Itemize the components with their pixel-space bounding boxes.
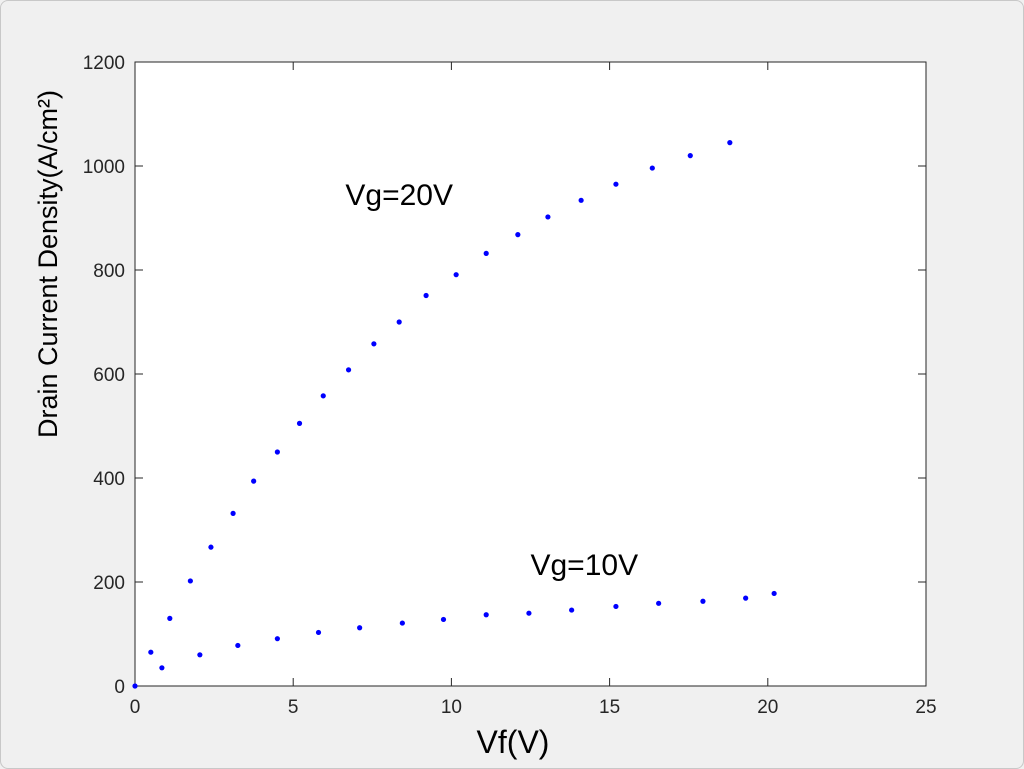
data-point-vg20 [187, 578, 193, 584]
data-point-vg20 [613, 181, 619, 187]
data-point-vg10 [357, 625, 363, 631]
y-tick-label: 400 [93, 469, 125, 490]
data-point-vg20 [345, 367, 352, 373]
annotation-layer: Vg=20V Vg=10V [345, 179, 638, 582]
data-point-vg20 [132, 683, 138, 689]
data-point-vg10 [274, 636, 280, 642]
data-point-vg10 [700, 598, 706, 604]
data-point-vg20 [396, 319, 402, 325]
data-point-vg20 [515, 232, 521, 238]
x-tick-label: 10 [441, 697, 462, 718]
data-point-vg20 [296, 420, 303, 426]
x-tick-label: 20 [757, 697, 778, 718]
data-point-vg20 [274, 449, 280, 455]
data-point-vg20 [649, 165, 655, 171]
data-point-vg10 [399, 620, 405, 626]
y-tick-label: 0 [114, 677, 125, 698]
data-point-vg10 [613, 603, 619, 610]
data-point-vg10 [771, 590, 777, 597]
data-point-vg20 [251, 478, 257, 484]
data-point-vg20 [545, 214, 551, 220]
data-point-vg20 [208, 544, 214, 550]
plot-area [134, 61, 927, 687]
ticks-layer: 0 5 10 15 20 25 0 200 400 600 800 1000 1200 [83, 53, 937, 718]
x-tick-label: 0 [130, 697, 141, 718]
data-point-vg10 [483, 612, 489, 618]
data-point-vg20 [320, 393, 326, 399]
y-tick-label: 600 [93, 365, 125, 386]
x-axis-label: Vf(V) [477, 724, 550, 760]
data-point-vg20 [167, 615, 173, 622]
data-point-vg10 [526, 610, 532, 616]
data-point-vg10 [235, 642, 241, 649]
data-point-vg20 [230, 510, 236, 516]
data-point-vg20 [578, 197, 584, 203]
x-tick-label: 15 [599, 697, 620, 718]
series-vg20 [132, 140, 733, 689]
data-point-vg10 [440, 616, 447, 623]
data-point-vg20 [423, 292, 429, 299]
data-point-vg10 [197, 652, 203, 658]
y-tick-label: 800 [93, 261, 125, 282]
annotation-label: Vg=20V [345, 179, 453, 212]
data-point-vg10 [159, 665, 165, 671]
series-vg10 [159, 590, 777, 671]
data-point-vg20 [148, 649, 154, 655]
data-point-vg20 [453, 272, 459, 278]
y-tick-label: 1200 [83, 53, 125, 74]
y-axis-label: Drain Current Density(A/cm²) [33, 90, 63, 438]
data-point-vg20 [371, 341, 377, 347]
data-point-vg10 [315, 629, 322, 636]
data-point-vg10 [569, 607, 575, 613]
points-layer [132, 140, 777, 689]
data-point-vg20 [687, 153, 693, 159]
y-tick-label: 1000 [83, 157, 125, 178]
x-tick-label: 5 [288, 697, 299, 718]
data-point-vg10 [743, 595, 749, 601]
data-point-vg10 [656, 600, 662, 606]
data-point-vg20 [483, 250, 489, 256]
x-tick-label: 25 [915, 697, 936, 718]
data-point-vg20 [727, 140, 733, 146]
y-tick-label: 200 [93, 573, 125, 594]
annotation-label: Vg=10V [530, 549, 638, 582]
